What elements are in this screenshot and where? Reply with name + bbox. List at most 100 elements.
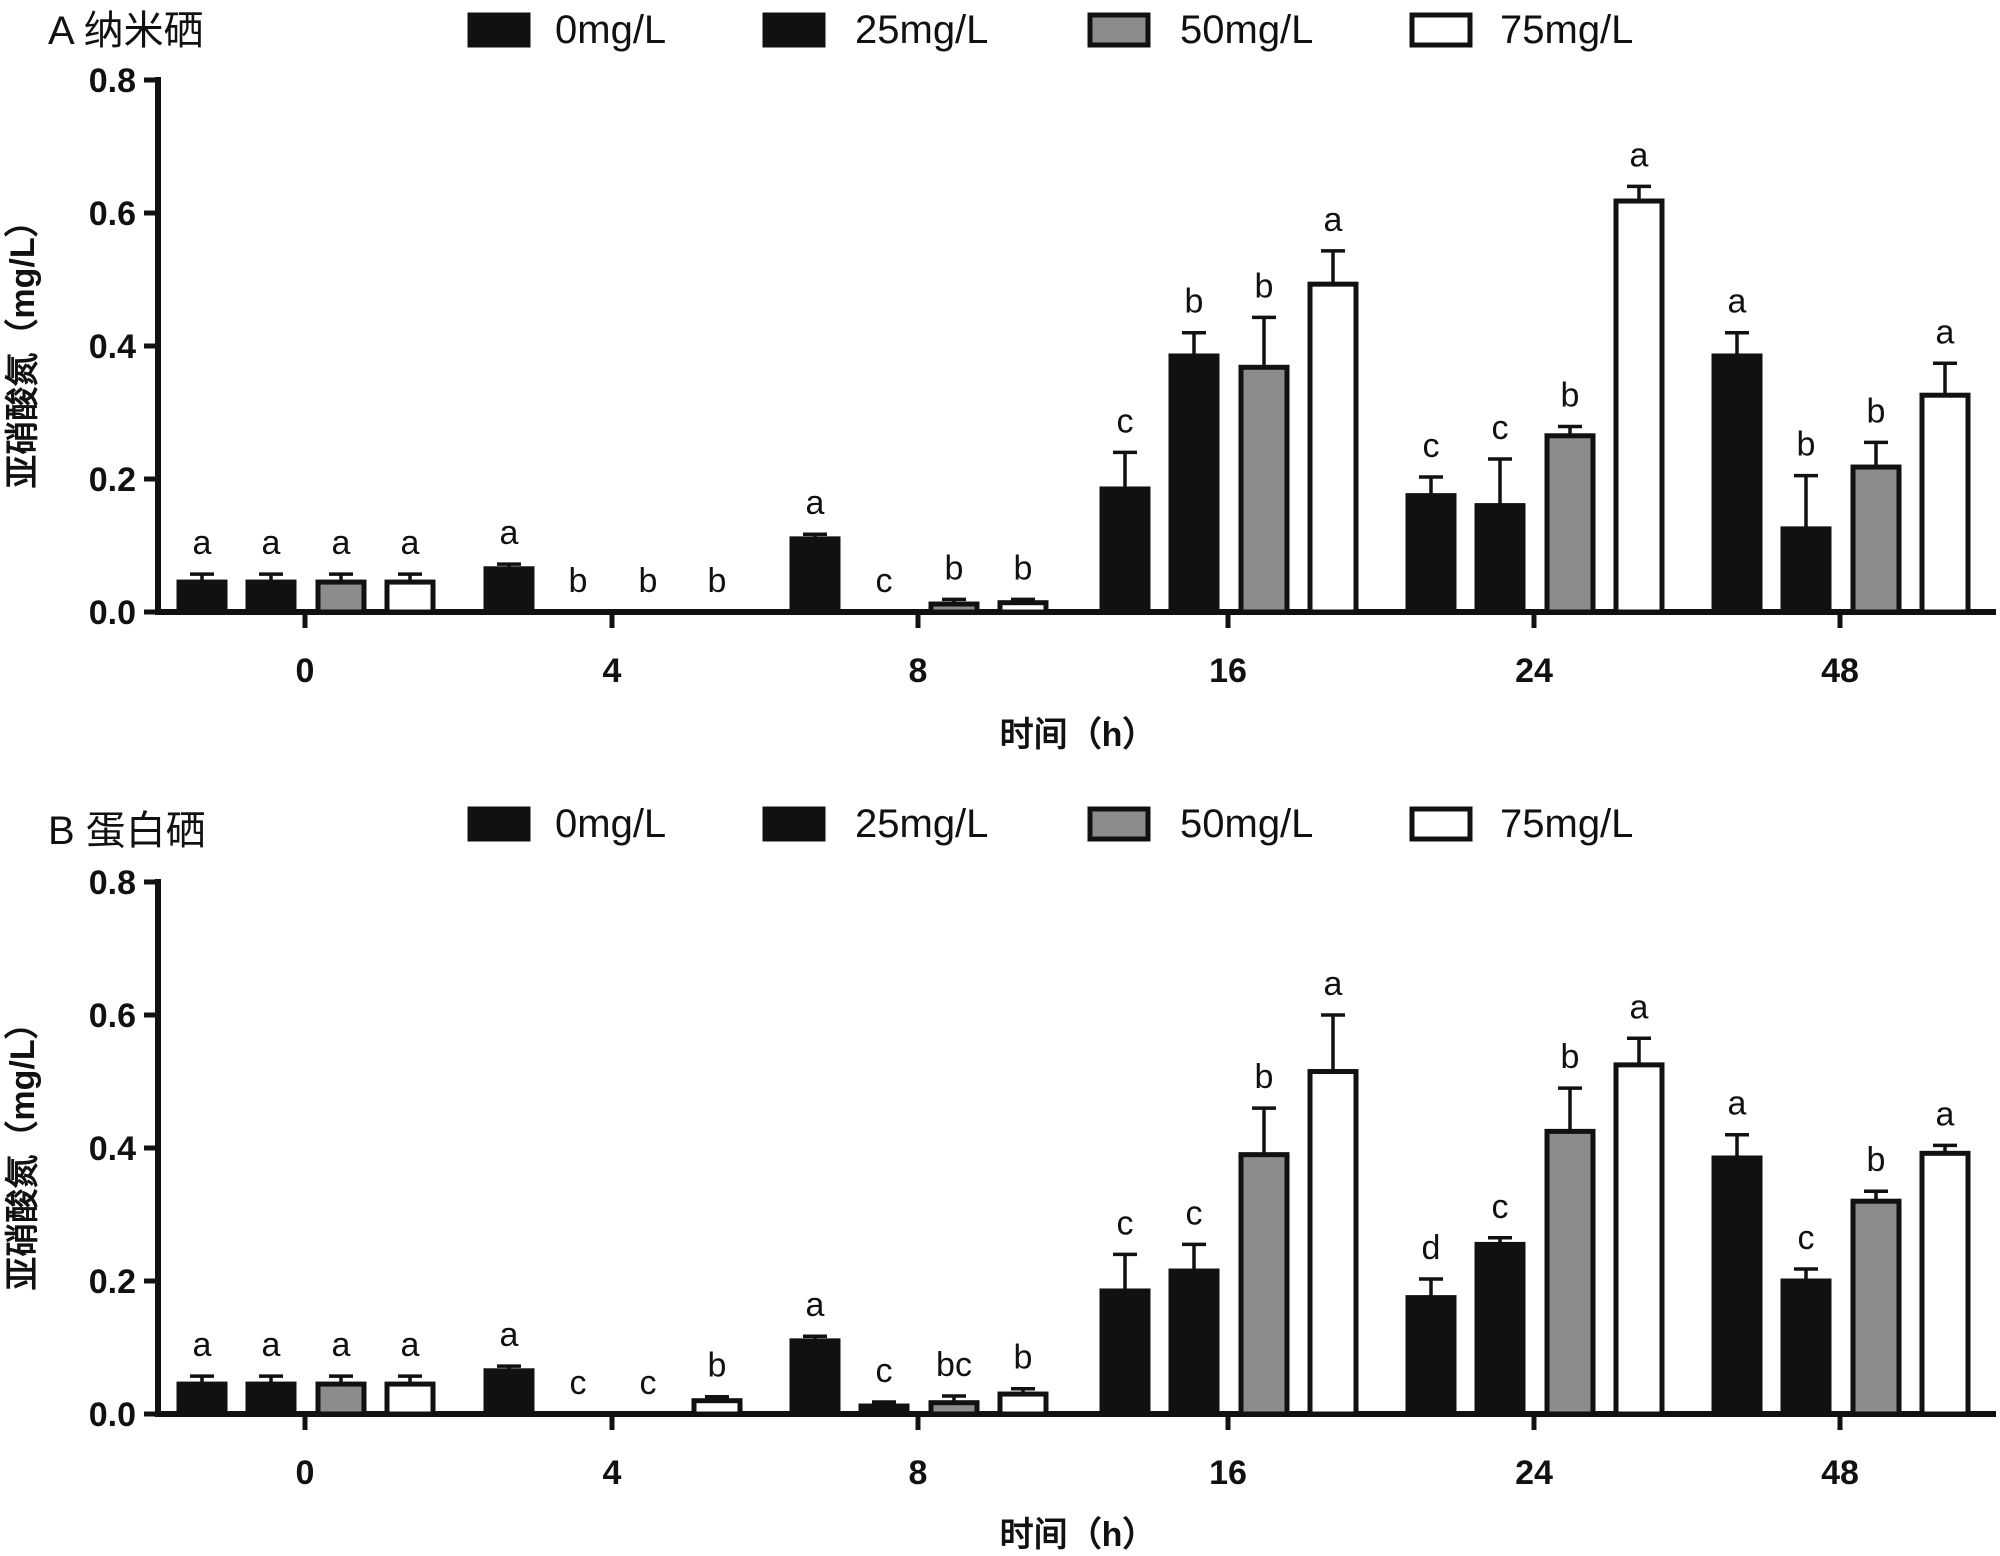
bar [1780, 526, 1832, 615]
y-axis-title: 亚硝酸氮（mg/L） [3, 203, 42, 488]
bar [1711, 353, 1763, 615]
bar [176, 1381, 228, 1417]
significance-label: a [806, 1286, 825, 1324]
significance-label: a [332, 524, 351, 562]
significance-label: b [1561, 376, 1580, 414]
significance-label: b [1561, 1038, 1580, 1076]
bar [928, 601, 980, 615]
significance-label: a [401, 1326, 420, 1364]
x-tick-label: 4 [603, 652, 622, 690]
bar [1711, 1155, 1763, 1417]
significance-label: a [193, 524, 212, 562]
bar [1238, 1152, 1290, 1417]
bar [997, 1391, 1049, 1417]
legend-swatch [1409, 12, 1473, 48]
x-axis-title: 时间（h） [1000, 715, 1157, 754]
panel-title: B 蛋白硒 [48, 809, 206, 853]
x-tick-label: 48 [1821, 652, 1859, 690]
y-axis-title: 亚硝酸氮（mg/L） [3, 1005, 42, 1290]
significance-label: b [1867, 1141, 1886, 1179]
bar [928, 1400, 980, 1417]
bar [1613, 198, 1665, 615]
legend-label: 50mg/L [1180, 802, 1313, 846]
significance-label: a [1728, 283, 1747, 321]
y-tick-label: 0.8 [89, 62, 136, 100]
significance-label: c [570, 1364, 587, 1402]
legend-label: 0mg/L [555, 802, 666, 846]
x-tick-label: 48 [1821, 1454, 1859, 1492]
significance-label: a [1630, 136, 1649, 174]
bar [315, 579, 367, 615]
x-tick-label: 8 [909, 1454, 928, 1492]
bar [1168, 353, 1220, 615]
significance-label: c [1492, 1188, 1509, 1226]
bar [245, 579, 297, 615]
significance-label: a [1728, 1085, 1747, 1123]
legend-swatch [762, 806, 826, 842]
legend-swatch [1087, 12, 1151, 48]
x-axis-title: 时间（h） [1000, 1515, 1157, 1554]
bar [1474, 503, 1526, 615]
significance-label: a [1630, 988, 1649, 1026]
y-tick-label: 0.2 [89, 1263, 136, 1301]
significance-label: b [708, 1347, 727, 1385]
bar [997, 600, 1049, 615]
chart-panel-a: A 纳米硒 0mg/L 25mg/L 50mg/L 75mg/L 0.0 0.2 0.4 0.6… [3, 8, 1996, 754]
significance-label: c [1492, 409, 1509, 447]
y-tick-label: 0.0 [89, 1396, 136, 1434]
significance-label: c [1798, 1219, 1815, 1257]
significance-label: b [1255, 267, 1274, 305]
significance-label: b [945, 549, 964, 587]
bar [1168, 1268, 1220, 1417]
significance-label: b [639, 562, 658, 600]
chart-panel-b: B 蛋白硒 0mg/L 25mg/L 50mg/L 75mg/L 0.0 0.2 0.4 0.6… [3, 802, 1996, 1554]
significance-label: c [1117, 1204, 1134, 1242]
y-tick-label: 0.8 [89, 864, 136, 902]
significance-label: a [1936, 313, 1955, 351]
significance-label: c [1423, 427, 1440, 465]
legend-label: 0mg/L [555, 8, 666, 52]
bar [245, 1381, 297, 1417]
bar [1307, 281, 1359, 615]
bar [1850, 464, 1902, 615]
legend-label: 25mg/L [855, 8, 988, 52]
significance-label: a [500, 514, 519, 552]
bar [384, 1381, 436, 1417]
bar [691, 1398, 743, 1417]
significance-label: a [1324, 965, 1343, 1003]
bar [858, 1403, 910, 1417]
x-tick-label: 4 [603, 1454, 622, 1492]
y-tick-label: 0.4 [89, 1130, 136, 1168]
y-tick-label: 0.6 [89, 997, 136, 1035]
bar [483, 1368, 535, 1417]
bar [1613, 1062, 1665, 1417]
y-tick-label: 0.6 [89, 195, 136, 233]
bar [1405, 1295, 1457, 1417]
bar [1919, 1150, 1971, 1417]
significance-label: d [1422, 1229, 1441, 1267]
significance-label: a [193, 1326, 212, 1364]
bar [1474, 1241, 1526, 1417]
legend-swatch [762, 12, 826, 48]
significance-label: b [1185, 283, 1204, 321]
significance-label: a [262, 1326, 281, 1364]
bar [483, 566, 535, 615]
bar [1307, 1069, 1359, 1417]
x-tick-label: 16 [1209, 1454, 1247, 1492]
y-tick-label: 0.0 [89, 594, 136, 632]
x-tick-label: 0 [296, 1454, 315, 1492]
bar [1919, 392, 1971, 615]
significance-label: b [569, 562, 588, 600]
x-tick-label: 8 [909, 652, 928, 690]
significance-label: a [500, 1316, 519, 1354]
bar [1850, 1198, 1902, 1417]
y-tick-label: 0.4 [89, 328, 136, 366]
panel-title: A 纳米硒 [48, 9, 204, 53]
legend-swatch [467, 12, 531, 48]
significance-label: c [640, 1364, 657, 1402]
significance-label: a [1324, 201, 1343, 239]
x-tick-label: 24 [1515, 1454, 1553, 1492]
bar [1405, 493, 1457, 615]
legend-swatch [467, 806, 531, 842]
